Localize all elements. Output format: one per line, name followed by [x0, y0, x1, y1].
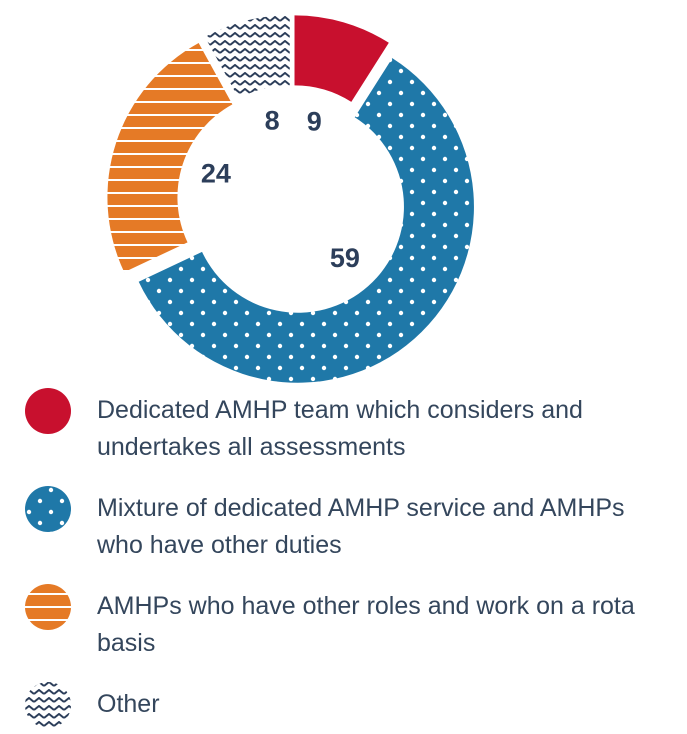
pie-slice — [294, 15, 389, 102]
legend-swatch — [25, 388, 71, 434]
legend-icon — [25, 486, 71, 532]
legend-item: Mixture of dedicated AMHP service and AM… — [24, 486, 664, 564]
pie-slice — [204, 15, 290, 99]
value-label: 9 — [307, 106, 322, 136]
legend-icon — [25, 388, 71, 434]
legend-item: AMHPs who have other roles and work on a… — [24, 584, 664, 662]
legend: Dedicated AMHP team which considers and … — [24, 388, 664, 729]
legend-icon — [25, 682, 71, 728]
pie-slice — [138, 58, 474, 383]
legend-label: Dedicated AMHP team which considers and … — [97, 396, 583, 461]
chart: 9 59 24 8 — [107, 15, 474, 383]
pie-slice — [107, 42, 233, 273]
value-label: 8 — [265, 106, 280, 136]
value-label: 24 — [201, 158, 231, 188]
value-label: 59 — [330, 243, 360, 273]
legend-item: Other — [24, 682, 664, 729]
legend-swatch — [25, 486, 71, 532]
legend-label: Mixture of dedicated AMHP service and AM… — [97, 494, 625, 559]
legend-swatch — [25, 584, 71, 630]
legend-item: Dedicated AMHP team which considers and … — [24, 388, 664, 466]
legend-label: Other — [97, 690, 160, 718]
legend-swatch — [25, 682, 71, 728]
legend-label: AMHPs who have other roles and work on a… — [97, 592, 635, 657]
legend-icon — [25, 584, 71, 630]
